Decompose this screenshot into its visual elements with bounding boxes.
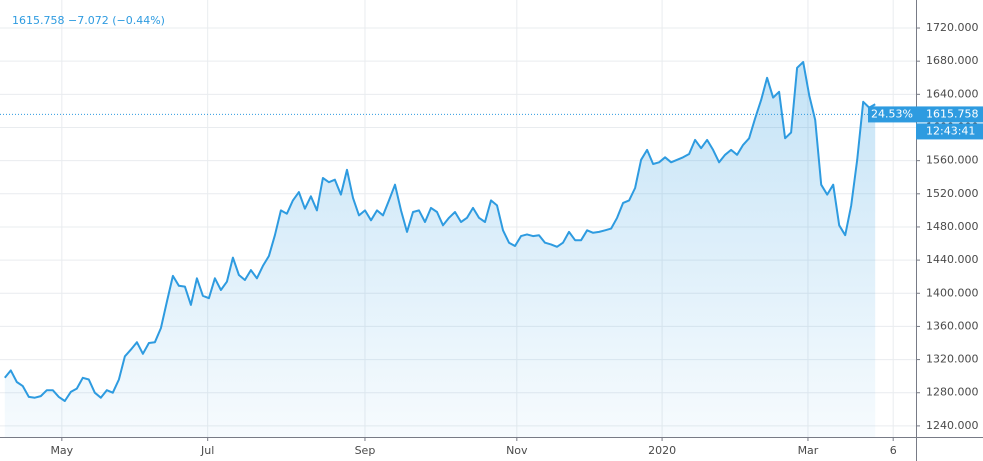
time-tag [916,123,983,140]
y-tick-label: 1280.000 [926,386,979,399]
x-tick-label: 6 [890,444,897,457]
y-tick-label: 1480.000 [926,220,979,233]
time-label: 12:43:41 [926,124,975,137]
x-tick-label: 2020 [648,444,676,457]
percent-tag [868,106,916,123]
area-fill [4,62,876,437]
y-tick-label: 1560.000 [926,154,979,167]
y-tick-label: 1720.000 [926,21,979,34]
percent-label: 24.53% [871,107,913,120]
plot [0,61,916,437]
axes: 1240.000 1280.000 1320.000 1360.000 1400.000… [50,21,983,457]
x-tick-label: Nov [506,444,528,457]
y-tick-label: 1320.000 [926,353,979,366]
x-tick-label: May [50,444,73,457]
price-tag [916,106,983,123]
x-tick-label: Sep [355,444,376,457]
y-tick-label: 1680.000 [926,54,979,67]
legend: 1615.758 −7.072 (−0.44%) [12,14,165,27]
legend-change-pct: (−0.44%) [112,14,165,27]
legend-change: −7.072 [68,14,109,27]
price-line [4,61,876,402]
y-tick-label: 1520.000 [926,187,979,200]
y-tick-label: 1440.000 [926,253,979,266]
x-tick-label: Mar [798,444,819,457]
x-tick-label: Jul [200,444,214,457]
y-tick-label: 1640.000 [926,87,979,100]
y-tick-label: 1240.000 [926,419,979,432]
legend-price: 1615.758 [12,14,65,27]
y-tick-label: 1400.000 [926,286,979,299]
y-tick-label: 1360.000 [926,319,979,332]
price-label: 1615.758 [926,107,979,120]
